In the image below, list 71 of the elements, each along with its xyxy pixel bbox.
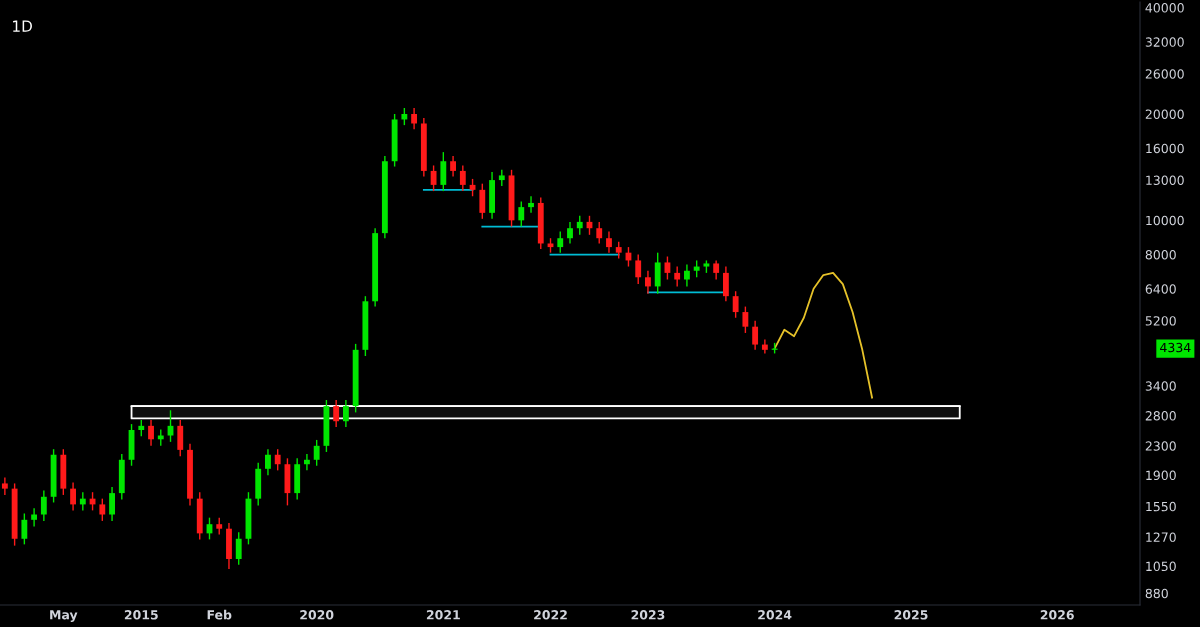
candlestick	[148, 419, 154, 447]
x-tick-label: 2023	[631, 610, 665, 620]
candlestick	[342, 399, 349, 428]
candlestick	[70, 481, 76, 512]
y-tick-label: 1900	[1146, 470, 1176, 481]
candlestick	[40, 489, 47, 522]
candlestick	[752, 319, 759, 351]
candlestick	[430, 164, 437, 192]
text: 4334	[1160, 342, 1191, 353]
candlestick	[99, 497, 106, 522]
candlestick	[674, 265, 681, 288]
y-tick-label: 13000	[1146, 175, 1184, 186]
x-tick-label: 2025	[894, 610, 928, 620]
candlestick	[761, 338, 768, 355]
x-tick-label: 2022	[534, 610, 567, 620]
candlestick	[265, 448, 271, 476]
candlestick	[109, 486, 115, 522]
x-tick-label: 2024	[758, 610, 792, 620]
y-tick-label: 880	[1145, 588, 1168, 599]
y-tick-label: 16000	[1146, 143, 1184, 154]
candlestick	[333, 399, 340, 428]
line-series	[773, 271, 873, 399]
candlestick	[606, 230, 612, 254]
candlestick	[479, 182, 486, 220]
candlestick	[567, 221, 573, 245]
candlestick	[274, 448, 281, 472]
x-tick-label: May	[50, 610, 78, 622]
candlestick	[21, 512, 28, 546]
candlestick	[645, 270, 651, 295]
y-tick-label: 20000	[1145, 109, 1184, 119]
candlestick	[596, 221, 603, 245]
y-tick-label: 3400	[1145, 381, 1176, 391]
candlestick	[664, 255, 671, 281]
candlestick	[576, 215, 583, 236]
candlestick	[654, 251, 661, 295]
candlestick	[313, 439, 320, 467]
candlestick	[742, 305, 749, 334]
candlestick	[459, 164, 466, 192]
y-tick-label: 5200	[1145, 316, 1176, 326]
x-tick-label: 2015	[124, 610, 158, 620]
x-tick-label: 2021	[426, 610, 460, 620]
y-tick-label: 10000	[1146, 215, 1184, 226]
candlestick	[635, 253, 642, 285]
x-tick-label: Feb	[207, 609, 232, 620]
candlestick	[722, 265, 729, 302]
y-tick-label: 1270	[1146, 532, 1176, 542]
text: 1D	[13, 20, 32, 32]
y-tick-label: 2300	[1145, 441, 1176, 451]
candlestick	[684, 263, 690, 288]
candlestick	[235, 531, 242, 566]
candlestick	[557, 230, 564, 254]
y-tick-label: 6400	[1145, 284, 1176, 294]
y-tick-label: 1550	[1146, 501, 1176, 512]
candlestick	[1, 476, 8, 496]
y-tick-label: 40000	[1145, 3, 1184, 13]
y-tick-label: 32000	[1145, 37, 1184, 47]
y-tick-label: 8000	[1145, 250, 1176, 260]
candlestick	[411, 107, 418, 131]
candlestick	[440, 151, 447, 192]
y-tick-label: 2800	[1145, 411, 1176, 421]
candlestick	[304, 453, 310, 472]
x-tick-label: 2026	[1040, 610, 1074, 620]
y-tick-label: 26000	[1145, 69, 1184, 79]
candlestick	[518, 200, 525, 228]
x-tick-label: 2020	[300, 610, 334, 620]
candlestick	[450, 155, 456, 178]
candlestick	[713, 259, 720, 281]
candlestick	[732, 290, 739, 319]
candlestick	[31, 507, 38, 528]
y-tick-label: 1050	[1146, 561, 1176, 572]
candlestick	[528, 195, 534, 214]
